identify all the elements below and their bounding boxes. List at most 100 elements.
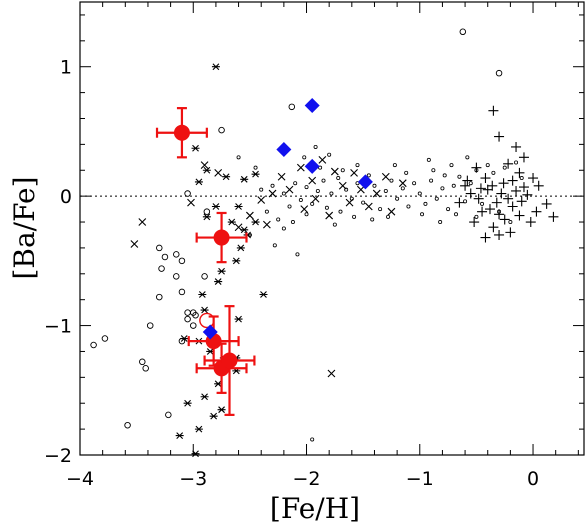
cross-point [130, 240, 139, 248]
plus-point [462, 175, 473, 186]
plus-point [460, 180, 471, 191]
cross-point [327, 369, 336, 378]
dot-point [491, 170, 496, 175]
plus-point [477, 206, 488, 217]
y-tick-label: −1 [44, 316, 72, 338]
asterisk-point [175, 432, 184, 439]
dot-point [519, 176, 524, 181]
dot-point [431, 168, 436, 173]
open-circle-point [124, 421, 131, 429]
open-circle-point [178, 288, 186, 296]
plus-point [491, 197, 502, 208]
dot-point [366, 173, 371, 178]
open-circle-point [192, 311, 199, 319]
asterisk-point [198, 291, 207, 298]
x-tick-label: −1 [406, 468, 434, 490]
asterisk-point [183, 399, 192, 407]
blue-diamond-point [357, 174, 373, 190]
open-circle-point [156, 244, 163, 252]
open-circle-point [459, 28, 467, 36]
open-circle-point [201, 273, 208, 280]
plus-point [484, 204, 495, 215]
plus-point [518, 182, 529, 193]
dot-point [318, 165, 323, 170]
dot-point [440, 186, 445, 191]
cross-point [381, 172, 390, 181]
red-filled-circle-point [173, 124, 190, 141]
blue-diamond-point [202, 324, 218, 340]
open-circle-point [184, 315, 191, 323]
dot-point [321, 178, 326, 183]
dot-point [429, 178, 434, 183]
asterisk-point [202, 166, 211, 174]
x-axis-label: [Fe/H] [270, 492, 360, 525]
plus-point [494, 209, 505, 220]
plus-point [494, 229, 505, 240]
dot-point [502, 165, 507, 170]
asterisk-point [200, 393, 209, 401]
plus-point [465, 188, 476, 199]
asterisk-point [240, 226, 249, 234]
plus-point [469, 217, 480, 228]
cross-point [398, 179, 407, 188]
cross-point [285, 185, 294, 194]
dot-point [310, 437, 315, 442]
dot-point [329, 191, 334, 196]
asterisk-point [240, 175, 249, 183]
dot-point [332, 222, 337, 227]
asterisk-point [211, 63, 220, 71]
dot-point [426, 157, 431, 162]
dot-point [454, 212, 459, 217]
asterisk-point [209, 412, 218, 420]
open-circle-point [190, 322, 197, 329]
dot-point [281, 226, 286, 231]
cross-point [356, 185, 365, 194]
plus-point [454, 197, 465, 208]
cross-point [300, 205, 309, 213]
dot-point [449, 163, 454, 168]
asterisk-point [191, 450, 200, 458]
plus-point [499, 214, 510, 225]
cross-point [262, 220, 271, 229]
dot-point [298, 198, 303, 203]
asterisk-point [217, 406, 226, 414]
dot-point [338, 209, 343, 214]
plus-point [475, 183, 486, 194]
dot-point [236, 155, 241, 160]
open-circle-point [288, 103, 296, 111]
cross-point [372, 189, 381, 198]
dot-point [378, 207, 383, 212]
dot-point [386, 214, 391, 219]
dot-point [389, 178, 394, 183]
asterisk-point [251, 170, 260, 178]
cross-point [318, 156, 327, 164]
dot-point [324, 205, 329, 210]
dot-point [508, 220, 513, 225]
open-circle-point [146, 322, 154, 329]
red-filled-circle-point [213, 229, 230, 246]
asterisk-point [194, 178, 203, 186]
open-circle-point [495, 69, 503, 77]
plus-point [548, 211, 559, 222]
dot-point [465, 155, 470, 160]
plus-point [503, 193, 514, 204]
x-tick-label: 0 [527, 468, 539, 490]
cross-point [387, 207, 396, 216]
cross-point [308, 176, 317, 185]
plus-point [488, 222, 499, 233]
y-axis-label: [Ba/Fe] [8, 176, 41, 279]
asterisk-point [227, 218, 236, 226]
dot-point [463, 199, 468, 204]
cross-point [345, 198, 354, 207]
dot-point [434, 196, 439, 201]
dot-point [344, 187, 349, 192]
asterisk-point [236, 244, 245, 252]
x-tick-label: −4 [66, 468, 94, 490]
dot-point [412, 181, 417, 186]
asterisk-point [234, 315, 243, 323]
dot-point [406, 204, 411, 209]
cross-point [350, 168, 358, 177]
dot-point [480, 201, 485, 206]
plus-point [541, 198, 552, 209]
dot-point [304, 185, 309, 190]
